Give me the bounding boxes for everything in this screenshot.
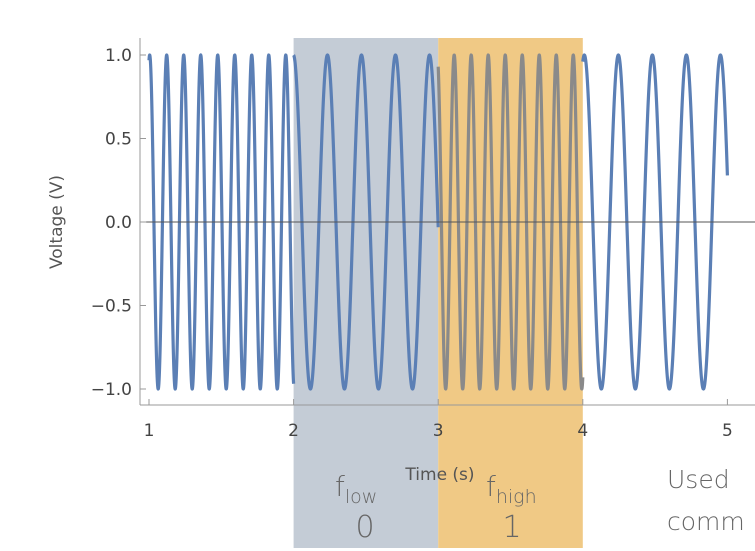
band-low-label-base: f xyxy=(335,470,345,503)
band-low-label-sub: low xyxy=(345,486,377,508)
y-tick-label: 0.0 xyxy=(105,213,132,233)
signal-segment xyxy=(292,53,440,391)
x-tick-label: 4 xyxy=(577,421,588,441)
axis-ticks: 1.0 0.5 0.0 −0.5 −1.0 1 2 3 4 5 xyxy=(91,46,733,441)
side-note-line2: comm xyxy=(667,507,745,536)
y-axis-label: Voltage (V) xyxy=(47,175,67,269)
x-tick-label: 2 xyxy=(288,421,299,441)
band-high-bit: 1 xyxy=(502,510,521,545)
signal-segment xyxy=(147,53,296,391)
y-tick-label: 0.5 xyxy=(105,130,132,150)
band-high-label: fhigh xyxy=(486,470,537,508)
band-high-label-sub: high xyxy=(496,486,537,508)
y-tick-label: 1.0 xyxy=(105,46,132,66)
y-tick-label: −0.5 xyxy=(91,297,132,317)
band-high-label-base: f xyxy=(486,470,496,503)
signal-series xyxy=(147,53,729,391)
band-low-label: flow xyxy=(335,470,377,508)
side-note-line1: Used xyxy=(667,465,730,494)
x-tick-label: 1 xyxy=(144,421,155,441)
x-axis-label: Time (s) xyxy=(404,465,474,485)
signal-segment xyxy=(581,53,729,391)
band-low-bit: 0 xyxy=(355,510,374,545)
signal-segment xyxy=(436,53,585,391)
x-tick-label: 5 xyxy=(722,421,733,441)
y-tick-label: −1.0 xyxy=(91,380,132,400)
x-tick-label: 3 xyxy=(433,421,444,441)
